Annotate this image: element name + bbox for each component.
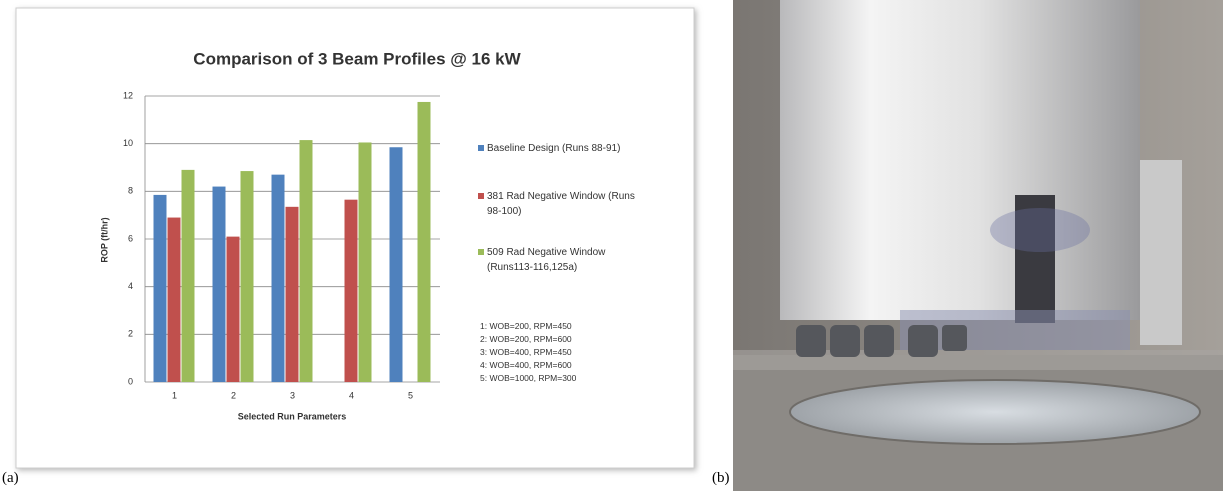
x-tick-label: 2: [231, 390, 236, 400]
bar: [418, 102, 431, 382]
y-tick-label: 12: [123, 90, 133, 100]
x-tick-label: 1: [172, 390, 177, 400]
bar: [213, 187, 226, 382]
bar: [300, 140, 313, 382]
legend-swatch: [478, 249, 484, 255]
panel-label: (a): [2, 470, 19, 487]
annotation: 1: WOB=200, RPM=450: [480, 321, 572, 331]
bar: [182, 170, 195, 382]
panel-label: (b): [712, 470, 730, 487]
figure: Comparison of 3 Beam Profiles @ 16 kW RO…: [0, 0, 1223, 491]
legend-entry: 381 Rad Negative Window (Runs 98-100): [487, 189, 637, 219]
legend-entry: Baseline Design (Runs 88-91): [487, 141, 637, 156]
bar: [286, 207, 299, 382]
bar: [345, 200, 358, 382]
y-tick-label: 2: [128, 329, 133, 339]
legend-label: 381 Rad Negative Window (Runs 98-100): [487, 191, 635, 217]
x-tick-label: 5: [408, 390, 413, 400]
y-tick-label: 0: [128, 376, 133, 386]
x-tick-label: 4: [349, 390, 354, 400]
bar: [154, 195, 167, 382]
bar: [359, 142, 372, 382]
annotation: 4: WOB=400, RPM=600: [480, 360, 572, 370]
y-tick-label: 10: [123, 138, 133, 148]
chart-title: Comparison of 3 Beam Profiles @ 16 kW: [193, 49, 521, 68]
bar: [227, 237, 240, 382]
y-tick-label: 8: [128, 186, 133, 196]
page: Comparison of 3 Beam Profiles @ 16 kW RO…: [0, 0, 1223, 491]
annotation: 2: WOB=200, RPM=600: [480, 334, 572, 344]
annotation: 3: WOB=400, RPM=450: [480, 347, 572, 357]
y-tick-label: 4: [128, 281, 133, 291]
bar: [272, 175, 285, 382]
annotation: 5: WOB=1000, RPM=300: [480, 373, 576, 383]
bar: [168, 218, 181, 382]
y-tick-label: 6: [128, 233, 133, 243]
x-tick-label: 3: [290, 390, 295, 400]
photo: [733, 0, 1223, 491]
legend-label: Baseline Design (Runs 88-91): [487, 143, 620, 154]
legend-swatch: [478, 193, 484, 199]
bar: [390, 147, 403, 382]
legend-entry: 509 Rad Negative Window (Runs113-116,125…: [487, 245, 637, 275]
y-axis-label: ROP (ft/hr): [99, 217, 109, 262]
legend-swatch: [478, 145, 484, 151]
x-axis-label: Selected Run Parameters: [238, 411, 347, 421]
bar: [241, 171, 254, 382]
legend-label: 509 Rad Negative Window (Runs113-116,125…: [487, 247, 605, 273]
